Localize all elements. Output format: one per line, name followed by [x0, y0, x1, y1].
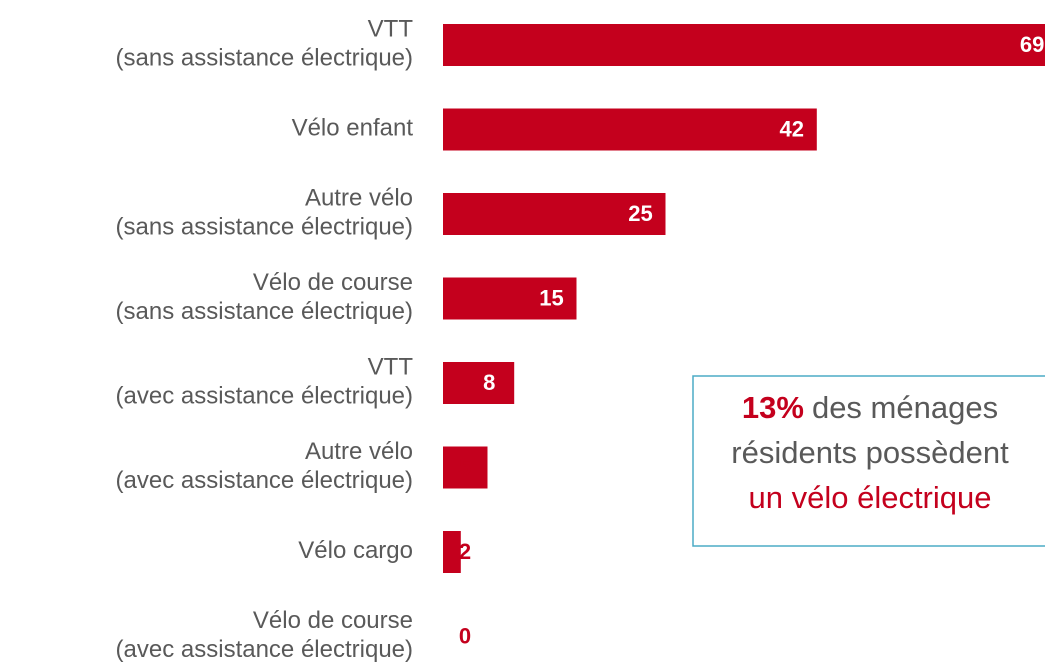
category-label: VTT (sans assistance électrique)	[116, 16, 414, 72]
bar	[443, 24, 1045, 66]
category-line: Vélo de course	[253, 607, 413, 634]
category-line: (sans assistance électrique)	[116, 45, 413, 72]
category-label: Autre vélo (sans assistance électrique)	[116, 185, 413, 241]
category-label: Vélo de course (sans assistance électriqu…	[116, 269, 413, 325]
value-label: 69	[1020, 32, 1044, 57]
bar	[443, 193, 666, 235]
annotation-highlight: 13%	[742, 390, 804, 425]
bar	[443, 108, 817, 151]
bar	[443, 446, 488, 489]
category-line: (sans assistance électrique)	[116, 298, 413, 325]
annotation-line: 13% des ménages	[742, 390, 998, 425]
bar	[443, 277, 577, 320]
category-line: (avec assistance électrique)	[116, 636, 413, 663]
annotation-text: un vélo électrique	[749, 480, 992, 515]
category-line: (sans assistance électrique)	[116, 214, 413, 241]
category-line: (avec assistance électrique)	[116, 467, 413, 494]
value-label: 5	[459, 454, 471, 479]
category-line: Autre vélo	[305, 438, 413, 465]
value-label: 42	[780, 116, 804, 141]
category-label: Vélo cargo	[298, 537, 413, 564]
category-label: VTT (avec assistance électrique)	[116, 354, 414, 410]
category-label: Autre vélo (avec assistance électrique)	[116, 438, 413, 494]
annotation-text: résidents possèdent	[731, 435, 1009, 470]
annotation-box	[692, 375, 1045, 547]
category-line: Vélo cargo	[298, 537, 413, 564]
category-label: Vélo enfant	[292, 115, 414, 142]
value-label: 15	[539, 285, 563, 310]
category-line: (avec assistance électrique)	[116, 383, 413, 410]
category-label: Vélo de course (avec assistance électriqu…	[116, 607, 413, 663]
value-label: 25	[628, 201, 652, 226]
category-line: VTT	[368, 354, 414, 381]
bar	[443, 362, 515, 404]
category-line: VTT	[368, 16, 414, 43]
category-line: Vélo de course	[253, 269, 413, 296]
value-label: 2	[459, 539, 471, 564]
annotation-text: des ménages	[812, 390, 998, 425]
value-label: 0	[459, 623, 471, 648]
value-label: 8	[483, 370, 495, 395]
bar	[443, 531, 461, 573]
category-line: Autre vélo	[305, 185, 413, 212]
category-line: Vélo enfant	[292, 115, 414, 142]
